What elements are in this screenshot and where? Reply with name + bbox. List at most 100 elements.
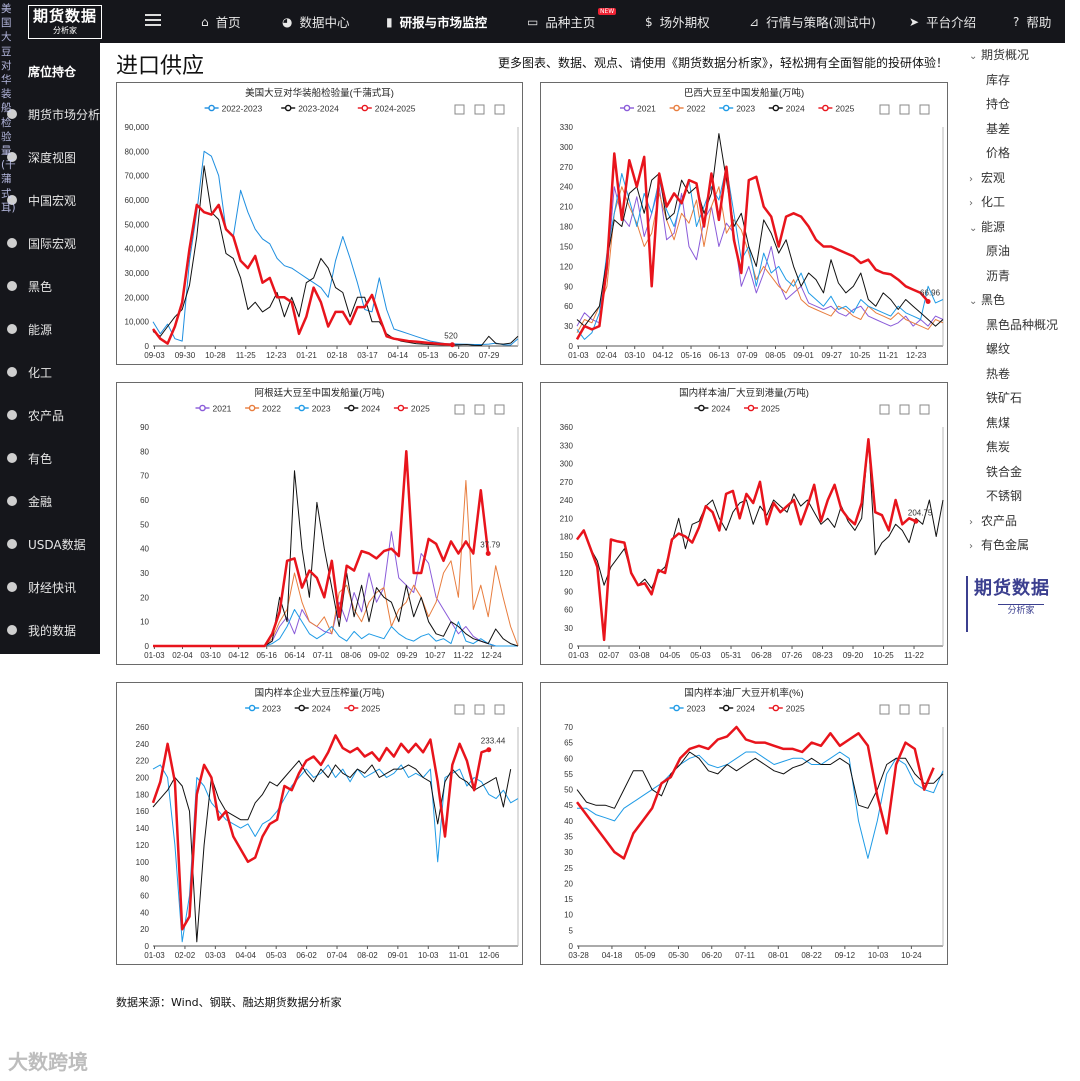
zoom-icon[interactable] bbox=[879, 704, 890, 715]
nav-market-strategy[interactable]: ⊿ 行情与策略(测试中) bbox=[749, 14, 876, 31]
right-nav-item[interactable]: 沥青 bbox=[965, 266, 1075, 286]
nav-otc-options[interactable]: $ 场外期权 bbox=[645, 14, 710, 31]
zoom-icon[interactable] bbox=[879, 404, 890, 415]
right-nav-item[interactable]: 黑色品种概况 bbox=[965, 315, 1075, 335]
right-nav-item[interactable]: 螺纹 bbox=[965, 339, 1075, 359]
legend-item[interactable]: 2024 bbox=[768, 104, 805, 114]
legend-item[interactable]: 2025 bbox=[344, 704, 380, 714]
right-nav-label: 库存 bbox=[986, 72, 1011, 87]
right-nav-item[interactable]: › 有色金属 bbox=[965, 535, 1075, 555]
sidebar-item-usda[interactable]: USDA数据 bbox=[0, 524, 100, 564]
y-tick-label: 10,000 bbox=[125, 318, 150, 327]
right-nav-item[interactable]: 持仓 bbox=[965, 94, 1075, 114]
reset-icon[interactable] bbox=[899, 704, 910, 715]
zoom-icon[interactable] bbox=[454, 104, 465, 115]
x-tick-label: 07-29 bbox=[479, 351, 500, 360]
reset-icon[interactable] bbox=[474, 104, 485, 115]
sidebar-item-news[interactable]: 财经快讯 bbox=[0, 567, 100, 607]
reset-icon[interactable] bbox=[899, 404, 910, 415]
x-tick-label: 09-20 bbox=[843, 651, 864, 660]
legend-swatch-dot bbox=[772, 104, 780, 112]
right-nav-item[interactable]: › 宏观 bbox=[965, 168, 1075, 188]
legend-item[interactable]: 2025 bbox=[818, 104, 855, 114]
sidebar-item-china-macro[interactable]: 中国宏观 bbox=[0, 180, 100, 220]
sidebar-item-my-data[interactable]: 我的数据 bbox=[0, 610, 100, 650]
menu-toggle-icon[interactable] bbox=[145, 14, 161, 28]
reset-icon[interactable] bbox=[474, 404, 485, 415]
fullscreen-icon[interactable] bbox=[919, 704, 930, 715]
y-tick-label: 150 bbox=[560, 242, 574, 251]
nav-home[interactable]: ⌂ 首页 bbox=[201, 14, 241, 31]
reset-icon[interactable] bbox=[899, 104, 910, 115]
nav-research[interactable]: ▮ 研报与市场监控 bbox=[386, 14, 488, 31]
right-nav-item[interactable]: 原油 bbox=[965, 241, 1075, 261]
legend-item[interactable]: 2023-2024 bbox=[281, 104, 339, 114]
chart-panel-argentina-shipments: 阿根廷大豆至中国发船量(万吨) 2021 2022 2023 2024 2025 0 10 20… bbox=[116, 382, 523, 665]
sidebar-item-intl-macro[interactable]: 国际宏观 bbox=[0, 223, 100, 263]
sidebar-item-chemicals[interactable]: 化工 bbox=[0, 352, 100, 392]
sidebar-item-finance[interactable]: 金融 bbox=[0, 481, 100, 521]
nav-platform-intro[interactable]: ➤ 平台介绍 bbox=[909, 14, 977, 31]
legend-label: 2024 bbox=[361, 404, 380, 414]
legend-item[interactable]: 2025 bbox=[768, 704, 805, 714]
legend-item[interactable]: 2024 bbox=[694, 404, 731, 414]
right-nav-item[interactable]: › 农产品 bbox=[965, 511, 1075, 531]
legend-item[interactable]: 2024 bbox=[294, 704, 331, 714]
series-line bbox=[153, 480, 519, 647]
right-nav-item[interactable]: ⌄ 能源 bbox=[965, 217, 1075, 237]
nav-help[interactable]: ? 帮助 bbox=[1013, 14, 1052, 31]
right-nav-item[interactable]: ⌄ 期货概况 bbox=[965, 45, 1075, 65]
fullscreen-icon[interactable] bbox=[919, 404, 930, 415]
legend-item[interactable]: 2021 bbox=[195, 404, 232, 414]
legend-item[interactable]: 2023 bbox=[669, 704, 706, 714]
legend-swatch-dot bbox=[623, 104, 631, 112]
nav-data-center[interactable]: ◕ 数据中心 bbox=[282, 14, 350, 31]
zoom-icon[interactable] bbox=[454, 404, 465, 415]
sidebar-item-energy[interactable]: 能源 bbox=[0, 309, 100, 349]
right-nav-item[interactable]: 焦炭 bbox=[965, 437, 1075, 457]
promo-text[interactable]: 更多图表、数据、观点、请使用《期货数据分析家》，轻松拥有全面智能的投研体验！ bbox=[498, 56, 949, 70]
sidebar-item-seat-positions[interactable]: 席位持仓 bbox=[28, 64, 77, 79]
y-tick-label: 30 bbox=[564, 848, 573, 857]
y-tick-label: 270 bbox=[560, 478, 574, 487]
legend-item[interactable]: 2025 bbox=[744, 404, 780, 414]
legend-item[interactable]: 2024-2025 bbox=[357, 104, 416, 114]
legend-item[interactable]: 2022-2023 bbox=[204, 104, 263, 114]
right-nav-item[interactable]: 焦煤 bbox=[965, 413, 1075, 433]
y-tick-label: 210 bbox=[560, 203, 574, 212]
zoom-icon[interactable] bbox=[879, 104, 890, 115]
reset-icon[interactable] bbox=[474, 704, 485, 715]
fullscreen-icon[interactable] bbox=[494, 104, 505, 115]
zoom-icon[interactable] bbox=[454, 704, 465, 715]
sidebar-item-nonferrous[interactable]: 有色 bbox=[0, 438, 100, 478]
fullscreen-icon[interactable] bbox=[494, 704, 505, 715]
legend-item[interactable]: 2024 bbox=[344, 404, 380, 414]
right-nav-item[interactable]: 铁合金 bbox=[965, 462, 1075, 482]
legend-item[interactable]: 2022 bbox=[669, 104, 706, 114]
right-nav-item[interactable]: 热卷 bbox=[965, 364, 1075, 384]
nav-product-home[interactable]: ▭ 品种主页 NEW bbox=[527, 8, 617, 30]
brand-logo[interactable]: 期货数据 分析家 bbox=[28, 5, 102, 39]
right-nav-item[interactable]: › 化工 bbox=[965, 192, 1075, 212]
fullscreen-icon[interactable] bbox=[919, 104, 930, 115]
right-nav-item[interactable]: 铁矿石 bbox=[965, 388, 1075, 408]
sidebar-item-depth-view[interactable]: 深度视图 bbox=[0, 137, 100, 177]
legend-item[interactable]: 2024 bbox=[719, 704, 755, 714]
legend-item[interactable]: 2023 bbox=[719, 104, 755, 114]
right-nav-item[interactable]: 价格 bbox=[965, 143, 1075, 163]
fullscreen-icon[interactable] bbox=[494, 404, 505, 415]
right-nav-item[interactable]: 基差 bbox=[965, 119, 1075, 139]
legend-item[interactable]: 2023 bbox=[245, 704, 281, 714]
new-badge: NEW bbox=[598, 8, 617, 15]
sidebar-item-ferrous[interactable]: 黑色 bbox=[0, 266, 100, 306]
right-nav-item[interactable]: ⌄ 黑色 bbox=[965, 290, 1075, 310]
y-tick-label: 40 bbox=[140, 545, 149, 554]
legend-item[interactable]: 2022 bbox=[245, 404, 281, 414]
legend-item[interactable]: 2021 bbox=[620, 104, 656, 114]
sidebar-item-futures-analysis[interactable]: 期货市场分析 bbox=[0, 94, 100, 134]
legend-item[interactable]: 2025 bbox=[393, 404, 430, 414]
right-nav-item[interactable]: 库存 bbox=[965, 70, 1075, 90]
right-nav-item[interactable]: 不锈钢 bbox=[965, 486, 1075, 506]
sidebar-item-agriculture[interactable]: 农产品 bbox=[0, 395, 100, 435]
legend-item[interactable]: 2023 bbox=[294, 404, 331, 414]
